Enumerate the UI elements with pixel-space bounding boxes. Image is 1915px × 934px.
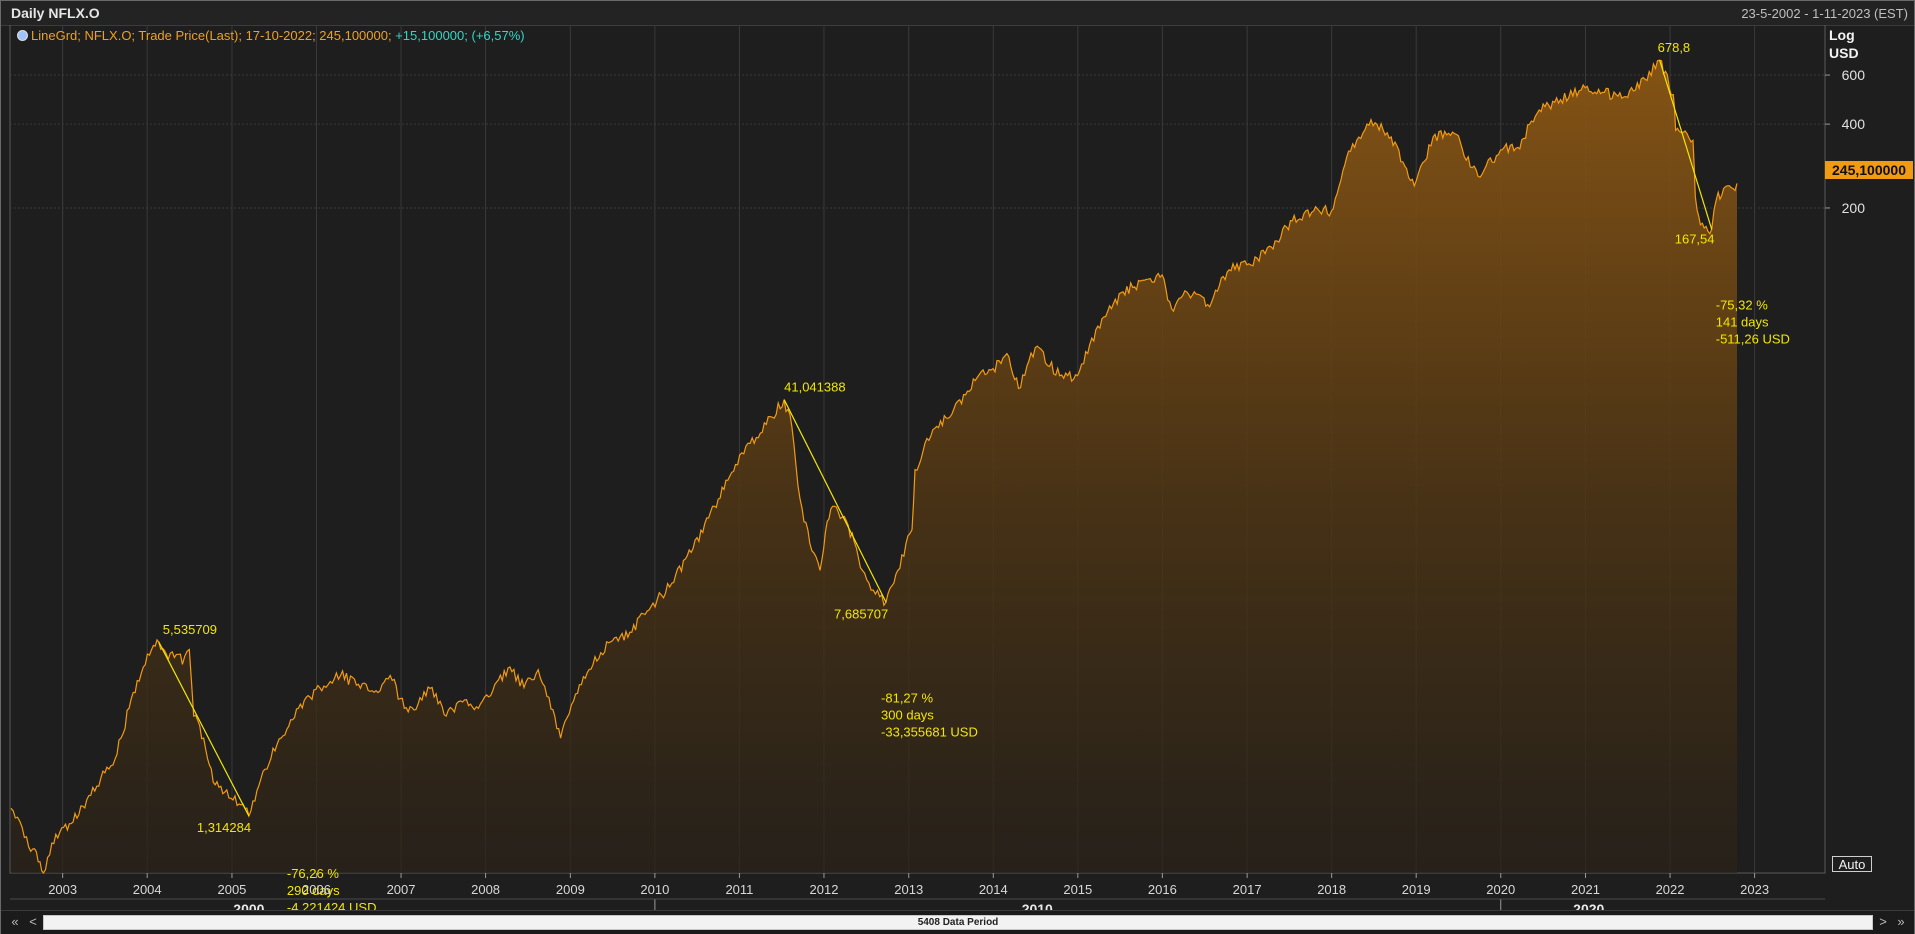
x-tick-label: 2017 [1233, 882, 1262, 897]
price-area-fill [11, 60, 1737, 874]
peak-label: 678,8 [1658, 40, 1691, 55]
x-tick-label: 2020 [1486, 882, 1515, 897]
decade-label: 2010 [1022, 901, 1053, 910]
drawdown-line [783, 399, 887, 603]
drawdown-stat: 290 days [287, 883, 340, 898]
x-tick-label: 2016 [1148, 882, 1177, 897]
x-tick-label: 2015 [1063, 882, 1092, 897]
x-tick-label: 2009 [556, 882, 585, 897]
scroll-thumb[interactable]: 5408 Data Period [43, 915, 1873, 930]
y-scale-type[interactable]: Log [1829, 27, 1855, 43]
y-tick-label: 600 [1842, 67, 1866, 83]
x-tick-label: 2023 [1740, 882, 1769, 897]
legend-text: LineGrd; NFLX.O; Trade Price(Last); 17-1… [31, 28, 392, 43]
drawdown-stat: 300 days [881, 707, 934, 722]
scroll-last-button[interactable]: » [1897, 914, 1905, 929]
x-tick-label: 2019 [1402, 882, 1431, 897]
title-bar: Daily NFLX.O 23-5-2002 - 1-11-2023 (EST) [1, 1, 1914, 26]
drawdown-stat: -4,221424 USD [287, 900, 377, 910]
series-legend[interactable]: LineGrd; NFLX.O; Trade Price(Last); 17-1… [17, 28, 525, 43]
date-range-label: 23-5-2002 - 1-11-2023 (EST) [1741, 6, 1908, 21]
peak-label: 41,041388 [784, 380, 845, 395]
x-tick-label: 2008 [471, 882, 500, 897]
auto-scale-button[interactable]: Auto [1832, 856, 1872, 872]
trough-label: 1,314284 [197, 820, 251, 835]
scroll-left-button[interactable]: < [29, 914, 37, 929]
drawdown-stat: -511,26 USD [1716, 331, 1790, 346]
drawdown-line [1659, 59, 1713, 230]
x-tick-label: 2011 [725, 882, 753, 897]
peak-label: 5,535709 [163, 622, 217, 637]
x-tick-label: 2003 [48, 882, 77, 897]
x-tick-label: 2013 [894, 882, 923, 897]
trough-label: 167,54 [1675, 231, 1715, 246]
y-tick-label: 200 [1842, 200, 1866, 216]
chart-title: Daily NFLX.O [11, 5, 100, 21]
legend-series-icon[interactable] [17, 30, 28, 41]
drawdown-stat: -75,32 % [1716, 297, 1768, 312]
scroll-first-button[interactable]: « [11, 914, 19, 929]
decade-label: 2000 [233, 901, 264, 910]
drawdown-stat: -81,27 % [881, 690, 933, 705]
trough-label: 7,685707 [834, 606, 888, 621]
decade-label: 2020 [1573, 901, 1604, 910]
x-tick-label: 2018 [1317, 882, 1346, 897]
x-tick-label: 2006 [302, 882, 331, 897]
x-tick-label: 2005 [217, 882, 246, 897]
price-chart[interactable]: 5,535709 1,314284 -76,26 % 290 days -4,22142… [1, 25, 1914, 910]
period-scrollbar[interactable]: « < 5408 Data Period > » [1, 910, 1914, 934]
x-tick-label: 2004 [133, 882, 162, 897]
axes: 2003 2004 2005 2006 2007 2008 2009 2010 2011 2012… [10, 67, 1865, 910]
scroll-right-button[interactable]: > [1879, 914, 1887, 929]
data-period-label: 5408 Data Period [917, 917, 999, 928]
y-tick-label: 400 [1842, 116, 1866, 132]
x-tick-label: 2014 [979, 882, 1008, 897]
x-tick-label: 2007 [387, 882, 416, 897]
x-tick-label: 2010 [640, 882, 669, 897]
y-axis-unit: USD [1829, 45, 1859, 61]
drawdown-line [158, 641, 250, 817]
x-tick-label: 2021 [1571, 882, 1600, 897]
legend-change: +15,100000; (+6,57%) [395, 28, 525, 43]
drawdown-stat: 141 days [1716, 314, 1769, 329]
drawdown-annotations: 5,535709 1,314284 -76,26 % 290 days -4,22142… [158, 40, 1790, 910]
drawdown-stat: -33,355681 USD [881, 724, 978, 739]
drawdown-stat: -76,26 % [287, 866, 339, 881]
last-price-badge: 245,100000 [1825, 161, 1913, 179]
x-tick-label: 2022 [1656, 882, 1685, 897]
x-tick-label: 2012 [810, 882, 839, 897]
